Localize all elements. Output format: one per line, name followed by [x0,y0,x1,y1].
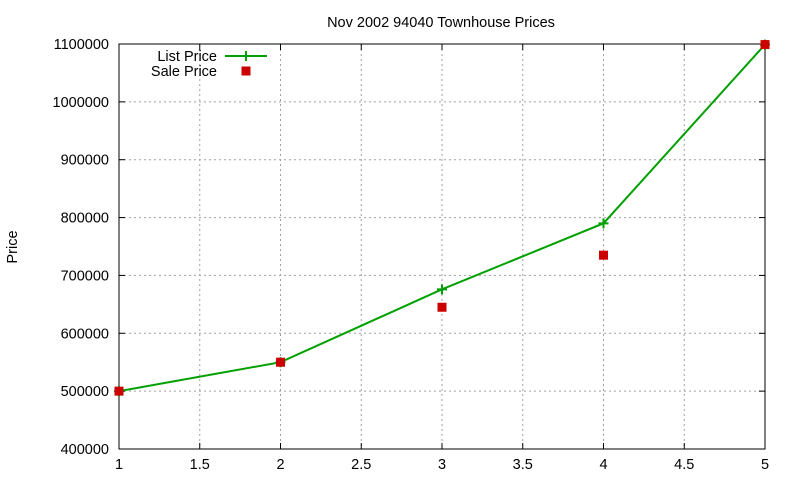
x-tick-label: 3.5 [513,457,533,473]
data-series [114,39,770,397]
square-marker-icon [114,386,124,396]
x-tick-label: 3 [438,457,446,473]
x-tick-label: 1.5 [190,457,210,473]
series-sale-price [114,40,770,396]
chart-title: Nov 2002 94040 Townhouse Prices [327,15,555,31]
y-tick-label: 500000 [61,384,109,400]
y-tick-label: 1100000 [54,37,109,53]
y-tick-label: 800000 [61,211,109,227]
square-marker-icon [276,357,285,367]
y-axis-label: Price [5,230,21,263]
x-tick-label: 2 [276,457,284,473]
y-tick-label: 600000 [61,326,109,342]
x-tick-label: 5 [761,457,769,473]
square-marker-icon [599,250,608,260]
y-tick-label: 400000 [61,442,109,458]
y-tick-label: 900000 [61,153,109,169]
grid [119,44,765,449]
legend-label: List Price [157,49,217,65]
legend-label: Sale Price [151,64,217,80]
x-tick-label: 4.5 [674,457,694,473]
legend-square-icon [241,66,251,76]
legend-plus-icon [241,51,251,61]
x-tick-label: 2.5 [351,457,371,473]
x-tick-label: 1 [115,457,123,473]
y-tick-label: 1000000 [53,95,109,111]
square-marker-icon [437,302,447,312]
plus-marker-icon [598,218,609,229]
plot-frame [118,43,766,450]
y-tick-label: 700000 [61,268,109,284]
square-marker-icon [760,40,770,50]
plus-marker-icon [437,284,447,295]
y-axis-ticks: 400000 500000 600000 700000 800000 900000 1000… [53,37,765,458]
x-tick-label: 4 [599,457,607,473]
x-axis-ticks: 1 1.5 2 2.5 3 3.5 4 4.5 5 [115,44,769,473]
series-list-price [114,39,770,397]
